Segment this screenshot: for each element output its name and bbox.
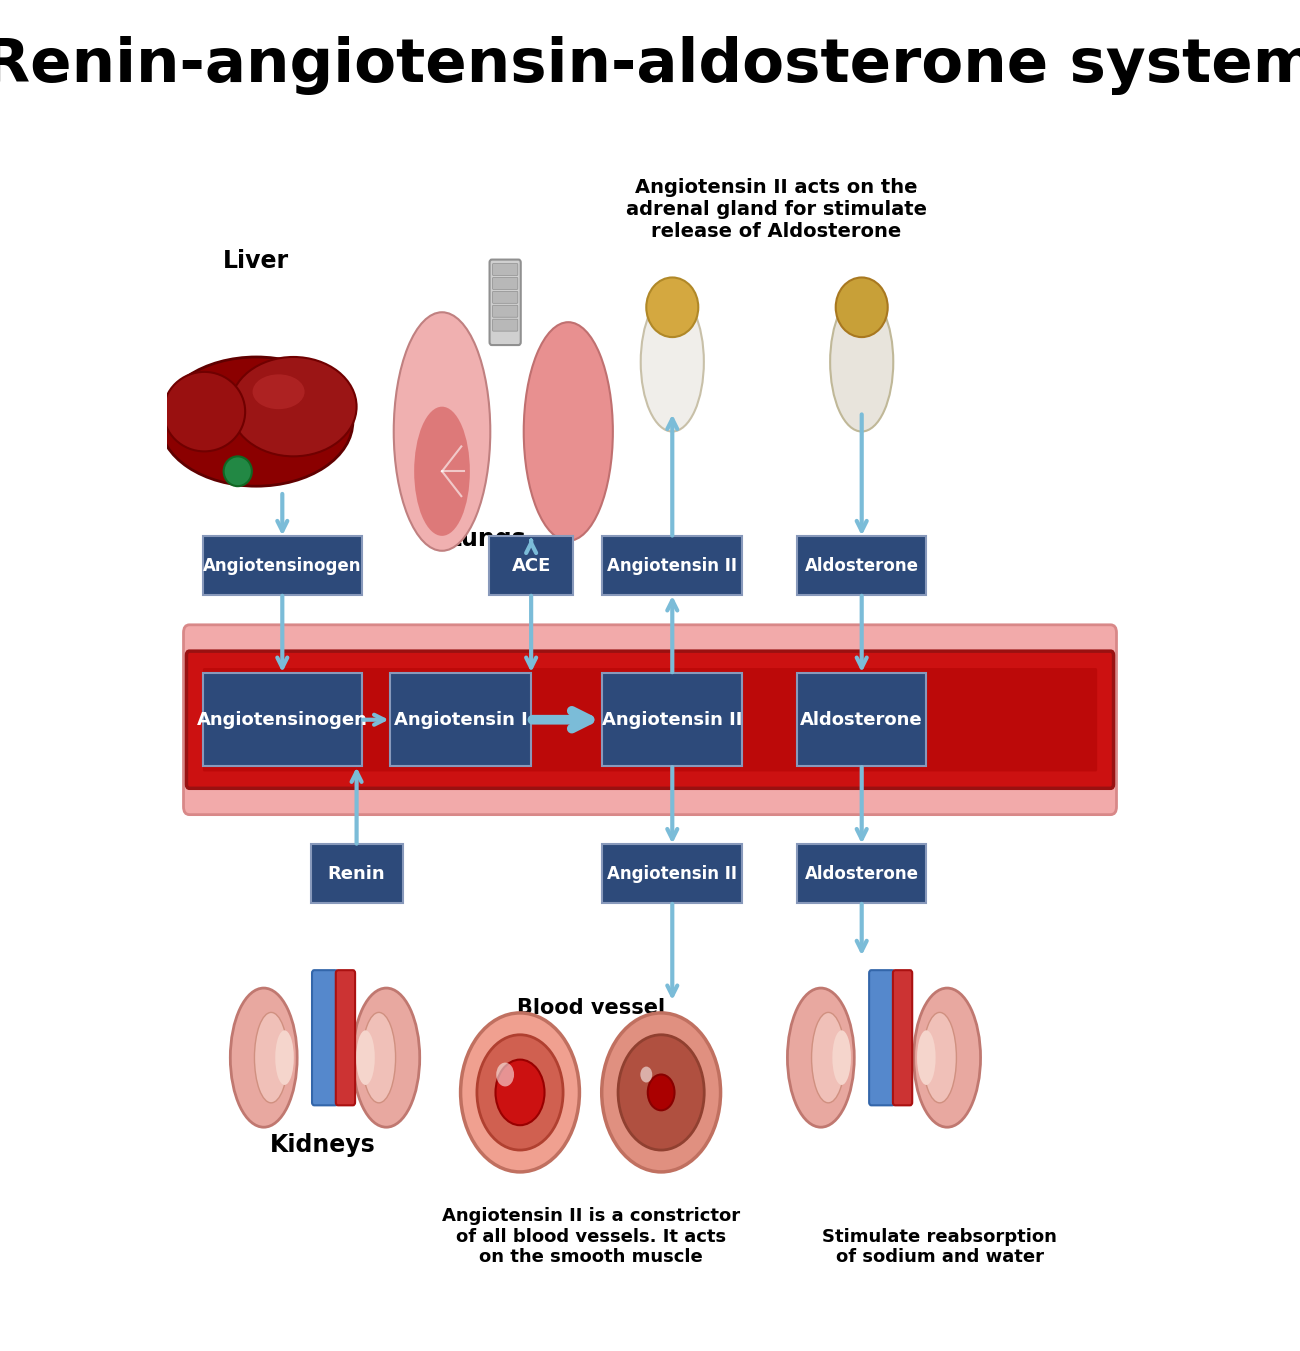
- Text: Lungs: Lungs: [447, 527, 526, 551]
- Circle shape: [495, 1059, 545, 1125]
- Ellipse shape: [164, 372, 246, 451]
- FancyBboxPatch shape: [893, 970, 913, 1105]
- FancyBboxPatch shape: [203, 667, 1097, 771]
- Ellipse shape: [836, 277, 888, 338]
- Circle shape: [497, 1063, 514, 1086]
- Circle shape: [460, 1013, 580, 1171]
- Text: Aldosterone: Aldosterone: [801, 711, 923, 728]
- FancyBboxPatch shape: [797, 536, 927, 594]
- FancyBboxPatch shape: [602, 536, 742, 594]
- Ellipse shape: [252, 374, 304, 409]
- Circle shape: [618, 1035, 705, 1150]
- Ellipse shape: [831, 292, 893, 431]
- FancyBboxPatch shape: [602, 844, 742, 902]
- Ellipse shape: [914, 988, 980, 1127]
- Text: Renin-angiotensin-aldosterone system: Renin-angiotensin-aldosterone system: [0, 36, 1300, 96]
- Ellipse shape: [641, 292, 703, 431]
- FancyBboxPatch shape: [489, 536, 573, 594]
- Text: Angiotensin II: Angiotensin II: [607, 865, 737, 882]
- FancyBboxPatch shape: [203, 673, 361, 766]
- FancyBboxPatch shape: [870, 970, 894, 1105]
- Circle shape: [647, 1074, 675, 1111]
- Ellipse shape: [524, 322, 612, 540]
- Text: Angiotensin I: Angiotensin I: [394, 711, 528, 728]
- Circle shape: [602, 1013, 720, 1171]
- Ellipse shape: [646, 277, 698, 338]
- Ellipse shape: [276, 1031, 294, 1085]
- Text: Blood vessel: Blood vessel: [516, 998, 664, 1017]
- Text: Stimulate reabsorption
of sodium and water: Stimulate reabsorption of sodium and wat…: [823, 1228, 1057, 1266]
- Text: Angiotensinogen: Angiotensinogen: [203, 557, 361, 574]
- FancyBboxPatch shape: [493, 277, 517, 289]
- Text: Aldosterone: Aldosterone: [805, 557, 919, 574]
- Ellipse shape: [356, 1031, 374, 1085]
- Ellipse shape: [832, 1031, 852, 1085]
- FancyBboxPatch shape: [797, 673, 927, 766]
- FancyBboxPatch shape: [311, 844, 403, 902]
- Text: Liver: Liver: [224, 249, 290, 273]
- Text: ACE: ACE: [511, 557, 551, 574]
- Text: Kidneys: Kidneys: [270, 1133, 376, 1156]
- Ellipse shape: [415, 407, 469, 536]
- FancyBboxPatch shape: [493, 305, 517, 317]
- FancyBboxPatch shape: [493, 292, 517, 304]
- Ellipse shape: [352, 988, 420, 1127]
- Text: Angiotensinogen: Angiotensinogen: [196, 711, 368, 728]
- Text: Angiotensin II acts on the
adrenal gland for stimulate
release of Aldosterone: Angiotensin II acts on the adrenal gland…: [625, 178, 927, 240]
- FancyBboxPatch shape: [493, 263, 517, 276]
- Ellipse shape: [230, 988, 298, 1127]
- FancyBboxPatch shape: [797, 844, 927, 902]
- FancyBboxPatch shape: [493, 319, 517, 331]
- Text: Aldosterone: Aldosterone: [805, 865, 919, 882]
- Ellipse shape: [160, 357, 352, 486]
- FancyBboxPatch shape: [390, 673, 530, 766]
- Ellipse shape: [788, 988, 854, 1127]
- Circle shape: [477, 1035, 563, 1150]
- Text: Angiotensin II is a constrictor
of all blood vessels. It acts
on the smooth musc: Angiotensin II is a constrictor of all b…: [442, 1206, 740, 1266]
- FancyBboxPatch shape: [203, 536, 361, 594]
- FancyBboxPatch shape: [490, 259, 521, 345]
- Ellipse shape: [811, 1012, 845, 1102]
- FancyBboxPatch shape: [335, 970, 355, 1105]
- Ellipse shape: [394, 312, 490, 551]
- Text: Angiotensin II: Angiotensin II: [602, 711, 742, 728]
- Text: Angiotensin II: Angiotensin II: [607, 557, 737, 574]
- FancyBboxPatch shape: [183, 624, 1117, 815]
- Text: Renin: Renin: [328, 865, 385, 882]
- Ellipse shape: [230, 357, 356, 457]
- Ellipse shape: [363, 1012, 395, 1102]
- FancyBboxPatch shape: [602, 673, 742, 766]
- Ellipse shape: [916, 1031, 936, 1085]
- FancyBboxPatch shape: [186, 651, 1114, 788]
- Ellipse shape: [255, 1012, 287, 1102]
- FancyBboxPatch shape: [312, 970, 337, 1105]
- Ellipse shape: [923, 1012, 957, 1102]
- Circle shape: [641, 1066, 653, 1082]
- Ellipse shape: [224, 457, 252, 486]
